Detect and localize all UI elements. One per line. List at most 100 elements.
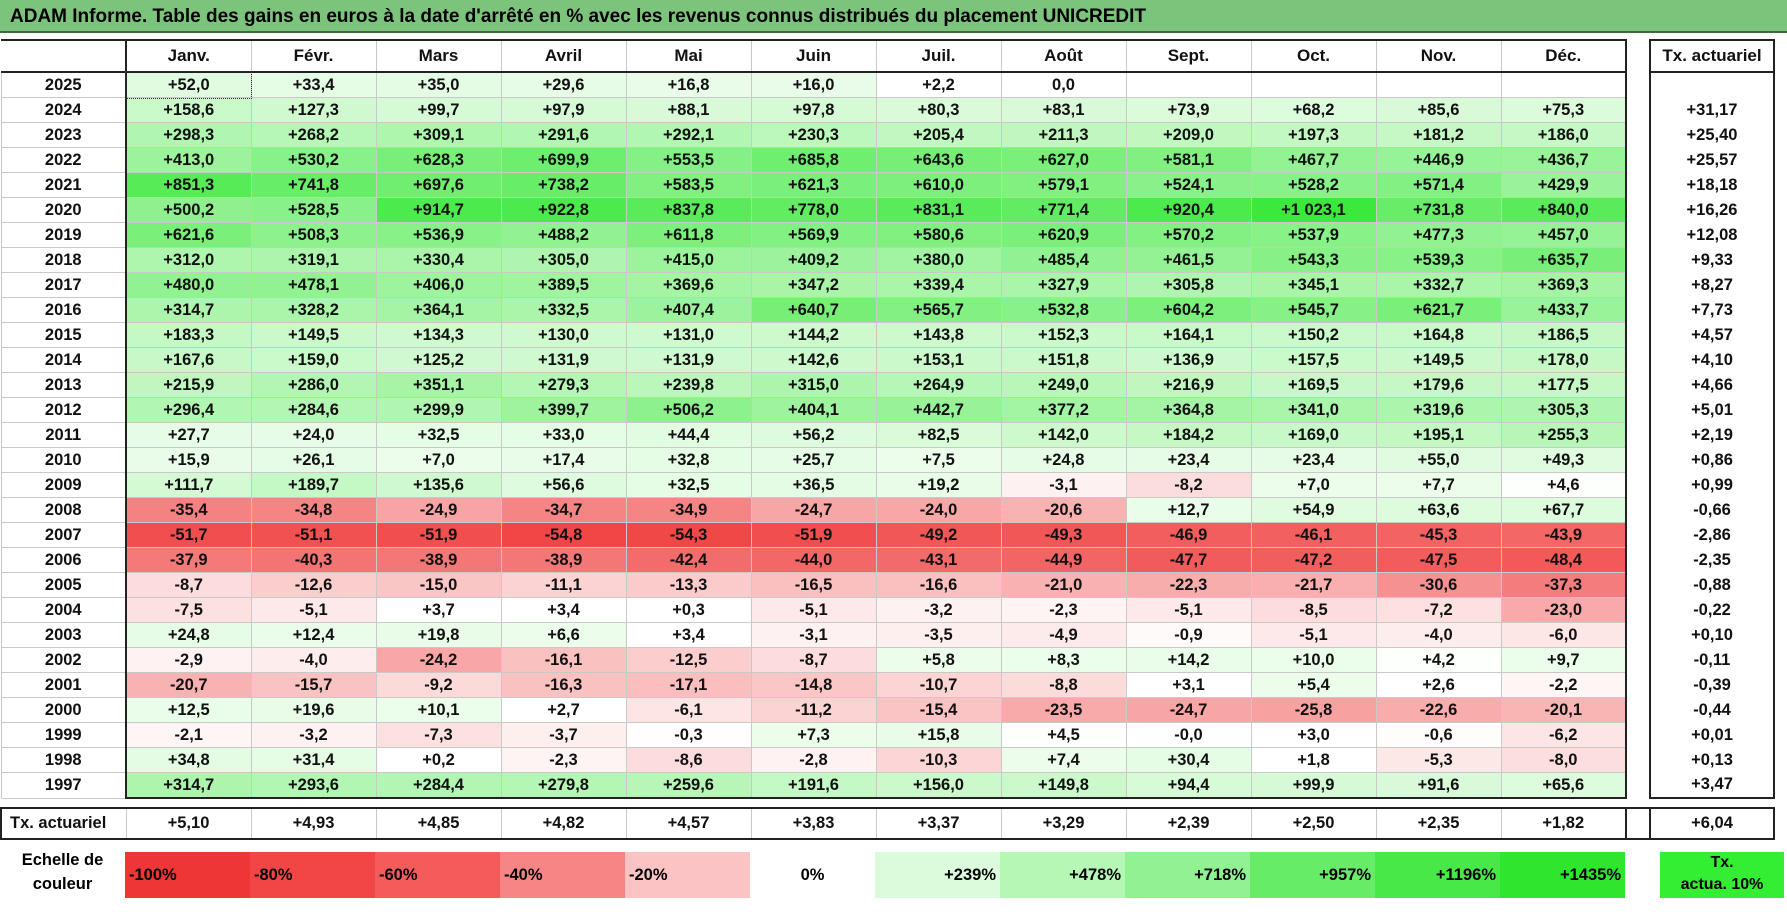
gain-cell: +3,4 (625, 622, 752, 648)
gain-cell: -35,4 (125, 497, 252, 523)
year-cell: 2012 (0, 397, 127, 423)
gain-cell: -0,0 (1125, 722, 1252, 748)
gain-cell: +741,8 (250, 172, 377, 198)
column-gap (1626, 697, 1650, 723)
gain-cell: +436,7 (1500, 147, 1627, 173)
actuarial-rate-cell: +3,29 (1000, 807, 1127, 840)
year-cell: 2017 (0, 272, 127, 298)
gain-cell: +621,7 (1375, 297, 1502, 323)
gain-cell: +9,7 (1500, 647, 1627, 673)
legend-swatch: 0% (750, 852, 875, 898)
gain-cell: -22,6 (1375, 697, 1502, 723)
gain-cell: +19,6 (250, 697, 377, 723)
row-spacer (1, 798, 1774, 808)
column-gap (1626, 40, 1650, 72)
column-gap (1626, 522, 1650, 548)
month-header: Oct. (1250, 39, 1377, 73)
gain-cell: -47,5 (1375, 547, 1502, 573)
gain-cell: +0,3 (625, 597, 752, 623)
gain-cell: +330,4 (375, 247, 502, 273)
gain-cell: +508,3 (250, 222, 377, 248)
gain-cell: +389,5 (500, 272, 627, 298)
table-row: 2013 +215,9 +286,0 +351,1 +279,3 +239,8 +315,0… (0, 372, 1775, 398)
annual-rate-cell: +25,57 (1649, 147, 1775, 173)
gain-cell: +377,2 (1000, 397, 1127, 423)
annual-rate-cell: -2,86 (1649, 522, 1775, 548)
gain-cell: +543,3 (1250, 247, 1377, 273)
gain-cell: +32,5 (375, 422, 502, 448)
gain-cell: +298,3 (125, 122, 252, 148)
gain-cell: +409,2 (750, 247, 877, 273)
gain-cell: +643,6 (875, 147, 1002, 173)
gains-table-container: Janv. Févr. Mars Avril Mai Juin Juil. Août Sept.… (0, 39, 1775, 840)
legend-annual-swatch: Tx. actua. 10% (1660, 852, 1784, 898)
spacer-cell (1126, 798, 1251, 808)
gain-cell: +345,1 (1250, 272, 1377, 298)
gain-cell: +157,5 (1250, 347, 1377, 373)
column-gap (1626, 72, 1650, 98)
annual-rate-cell: -0,88 (1649, 572, 1775, 598)
annual-rate-cell: +5,01 (1649, 397, 1775, 423)
table-row: 2008 -35,4 -34,8 -24,9 -34,7 -34,9 -24,7 -24,0-… (0, 497, 1775, 523)
gain-cell: +63,6 (1375, 497, 1502, 523)
gain-cell: +152,3 (1000, 322, 1127, 348)
spacer-cell (1, 798, 126, 808)
month-header: Févr. (250, 39, 377, 73)
annual-rate-cell: -0,44 (1649, 697, 1775, 723)
overall-actuarial-rate: +6,04 (1649, 807, 1775, 840)
header-corner (1, 39, 126, 73)
gain-cell: -0,6 (1375, 722, 1502, 748)
gain-cell: +135,6 (375, 472, 502, 498)
gain-cell: +347,2 (750, 272, 877, 298)
gain-cell: +30,4 (1125, 747, 1252, 773)
actuarial-rate-cell: +2,35 (1375, 807, 1502, 840)
annual-rate-header: Tx. actuariel (1649, 39, 1775, 73)
annual-rate-cell: +4,57 (1649, 322, 1775, 348)
gain-cell: +167,6 (125, 347, 252, 373)
gain-cell: +2,6 (1375, 672, 1502, 698)
gain-cell: +604,2 (1125, 297, 1252, 323)
gain-cell: +35,0 (375, 71, 502, 98)
gain-cell: +94,4 (1125, 772, 1252, 799)
gain-cell: +922,8 (500, 197, 627, 223)
legend-swatch: -20% (625, 852, 750, 898)
gain-cell: -21,7 (1250, 572, 1377, 598)
table-row: 2007 -51,7 -51,1 -51,9 -54,8 -54,3 -51,9 -49,2-… (0, 522, 1775, 548)
legend-label-line1: Echelle de (21, 851, 104, 869)
gain-cell: +771,4 (1000, 197, 1127, 223)
gain-cell: +831,1 (875, 197, 1002, 223)
column-gap (1626, 722, 1650, 748)
gain-cell: -24,0 (875, 497, 1002, 523)
gain-cell: -51,1 (250, 522, 377, 548)
column-gap (1626, 172, 1650, 198)
annual-rate-cell: +0,10 (1649, 622, 1775, 648)
gain-cell: +83,1 (1000, 97, 1127, 123)
gain-cell: +545,7 (1250, 297, 1377, 323)
gain-cell: -3,2 (875, 597, 1002, 623)
year-cell: 2009 (0, 472, 127, 498)
gain-cell: +151,8 (1000, 347, 1127, 373)
gain-cell: -44,0 (750, 547, 877, 573)
gain-cell: +553,5 (625, 147, 752, 173)
gain-cell: +319,6 (1375, 397, 1502, 423)
gain-cell: +88,1 (625, 97, 752, 123)
legend-swatch: +718% (1125, 852, 1250, 898)
gain-cell: -24,7 (1125, 697, 1252, 723)
actuarial-rate-row: Tx. actuariel +5,10 +4,93 +4,85 +4,82 +4,57 +3… (0, 807, 1775, 840)
gain-cell: +10,1 (375, 697, 502, 723)
gain-cell: -20,6 (1000, 497, 1127, 523)
spacer-cell (126, 798, 251, 808)
gain-cell: +14,2 (1125, 647, 1252, 673)
table-row: 2023 +298,3 +268,2 +309,1 +291,6 +292,1 +230,3… (0, 122, 1775, 148)
gain-cell: +611,8 (625, 222, 752, 248)
year-cell: 2019 (0, 222, 127, 248)
spacer-cell (376, 798, 501, 808)
gain-cell: +136,9 (1125, 347, 1252, 373)
gain-cell: +413,0 (125, 147, 252, 173)
gain-cell: +537,9 (1250, 222, 1377, 248)
annual-rate-cell: +25,40 (1649, 122, 1775, 148)
gain-cell: +131,9 (625, 347, 752, 373)
gain-cell: +571,4 (1375, 172, 1502, 198)
year-cell: 2002 (0, 647, 127, 673)
gain-cell: +628,3 (375, 147, 502, 173)
